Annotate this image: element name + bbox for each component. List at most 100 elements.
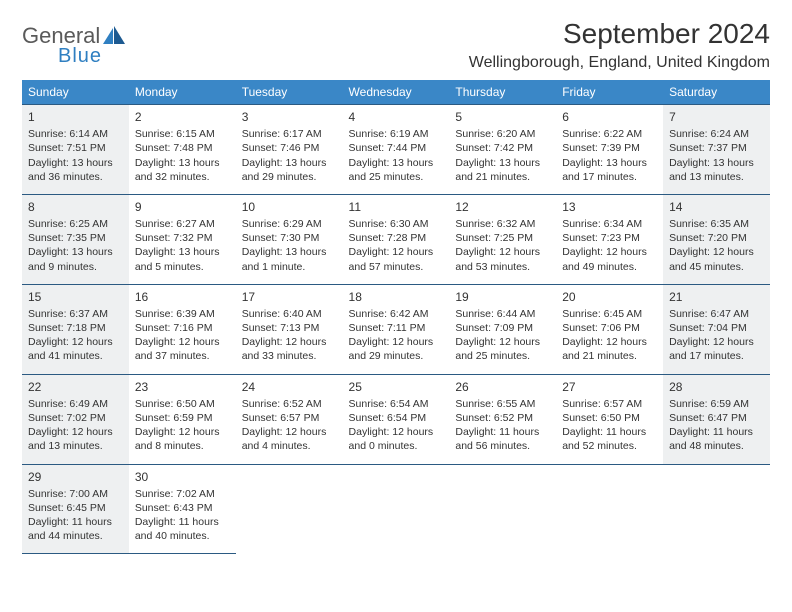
calendar-row: 29Sunrise: 7:00 AMSunset: 6:45 PMDayligh… [22, 464, 770, 554]
day-number: 12 [455, 199, 550, 215]
sunset-line: Sunset: 7:48 PM [135, 141, 230, 155]
sunset-line: Sunset: 7:20 PM [669, 231, 764, 245]
sunset-line: Sunset: 6:43 PM [135, 501, 230, 515]
sunset-line: Sunset: 6:59 PM [135, 411, 230, 425]
sunset-line: Sunset: 6:54 PM [349, 411, 444, 425]
calendar-cell [343, 464, 450, 554]
sunset-line: Sunset: 7:06 PM [562, 321, 657, 335]
sunset-line: Sunset: 7:11 PM [349, 321, 444, 335]
sunset-line: Sunset: 7:37 PM [669, 141, 764, 155]
sunset-line: Sunset: 6:57 PM [242, 411, 337, 425]
calendar-body: 1Sunrise: 6:14 AMSunset: 7:51 PMDaylight… [22, 105, 770, 554]
calendar-cell: 30Sunrise: 7:02 AMSunset: 6:43 PMDayligh… [129, 464, 236, 554]
day-number: 13 [562, 199, 657, 215]
day-number: 3 [242, 109, 337, 125]
daylight-line: Daylight: 13 hours and 1 minute. [242, 245, 337, 273]
header: General Blue September 2024 Wellingborou… [22, 18, 770, 72]
daylight-line: Daylight: 12 hours and 49 minutes. [562, 245, 657, 273]
sunrise-line: Sunrise: 7:02 AM [135, 487, 230, 501]
sunrise-line: Sunrise: 6:55 AM [455, 397, 550, 411]
daylight-line: Daylight: 12 hours and 57 minutes. [349, 245, 444, 273]
sunrise-line: Sunrise: 6:52 AM [242, 397, 337, 411]
daylight-line: Daylight: 13 hours and 5 minutes. [135, 245, 230, 273]
sunset-line: Sunset: 7:09 PM [455, 321, 550, 335]
calendar-cell: 18Sunrise: 6:42 AMSunset: 7:11 PMDayligh… [343, 284, 450, 374]
daylight-line: Daylight: 12 hours and 0 minutes. [349, 425, 444, 453]
calendar-row: 15 Sunrise: 6:37 AMSunset: 7:18 PM Dayligh… [22, 284, 770, 374]
calendar-cell: 3Sunrise: 6:17 AMSunset: 7:46 PMDaylight… [236, 105, 343, 195]
daylight-line: Daylight: 12 hours and 45 minutes. [669, 245, 764, 273]
sunrise-line: Sunrise: 6:22 AM [562, 127, 657, 141]
sunrise-line: Sunrise: 6:29 AM [242, 217, 337, 231]
sunrise-line: Sunrise: 6:54 AM [349, 397, 444, 411]
day-number: 5 [455, 109, 550, 125]
day-number: 25 [349, 379, 444, 395]
daylight-line: Daylight: 13 hours and 36 minutes. [28, 156, 123, 184]
daylight-line: Daylight: 12 hours and 17 minutes. [669, 335, 764, 363]
sunset-line: Sunset: 7:16 PM [135, 321, 230, 335]
weekday-header: Tuesday [236, 80, 343, 105]
day-number: 19 [455, 289, 550, 305]
sunrise-line: Sunrise: 6:50 AM [135, 397, 230, 411]
sunset-line: Sunset: 7:46 PM [242, 141, 337, 155]
day-number: 20 [562, 289, 657, 305]
calendar-row: 8Sunrise: 6:25 AMSunset: 7:35 PMDaylight… [22, 194, 770, 284]
calendar-cell: 6Sunrise: 6:22 AMSunset: 7:39 PMDaylight… [556, 105, 663, 195]
calendar-cell: 27Sunrise: 6:57 AMSunset: 6:50 PMDayligh… [556, 374, 663, 464]
daylight-line: Daylight: 13 hours and 21 minutes. [455, 156, 550, 184]
day-number: 26 [455, 379, 550, 395]
daylight-line: Daylight: 11 hours and 40 minutes. [135, 515, 230, 543]
sunrise-line: Sunrise: 6:19 AM [349, 127, 444, 141]
calendar-cell: 5Sunrise: 6:20 AMSunset: 7:42 PMDaylight… [449, 105, 556, 195]
sunrise-line: Sunrise: 6:32 AM [455, 217, 550, 231]
day-number: 11 [349, 199, 444, 215]
sunset-line: Sunset: 6:52 PM [455, 411, 550, 425]
logo: General Blue [22, 18, 125, 66]
sunset-line: Sunset: 6:50 PM [562, 411, 657, 425]
sunset-line: Sunset: 7:32 PM [135, 231, 230, 245]
calendar-cell [556, 464, 663, 554]
logo-sail-icon [103, 26, 125, 44]
sunset-line: Sunset: 7:23 PM [562, 231, 657, 245]
sunset-line: Sunset: 6:45 PM [28, 501, 123, 515]
day-number: 16 [135, 289, 230, 305]
daylight-line: Daylight: 12 hours and 33 minutes. [242, 335, 337, 363]
sunrise-line: Sunrise: 6:49 AM [28, 397, 123, 411]
daylight-line: Daylight: 12 hours and 29 minutes. [349, 335, 444, 363]
calendar-cell [236, 464, 343, 554]
sunset-line: Sunset: 7:04 PM [669, 321, 764, 335]
calendar-cell: 26Sunrise: 6:55 AMSunset: 6:52 PMDayligh… [449, 374, 556, 464]
sunrise-line: Sunrise: 6:57 AM [562, 397, 657, 411]
sunset-line: Sunset: 7:18 PM [28, 321, 123, 335]
daylight-line: Daylight: 13 hours and 13 minutes. [669, 156, 764, 184]
sunrise-line: Sunrise: 6:34 AM [562, 217, 657, 231]
calendar-cell: 16Sunrise: 6:39 AMSunset: 7:16 PMDayligh… [129, 284, 236, 374]
sunrise-line: Sunrise: 6:20 AM [455, 127, 550, 141]
day-number: 10 [242, 199, 337, 215]
day-number: 15 [28, 289, 123, 305]
sunrise-line: Sunrise: 6:27 AM [135, 217, 230, 231]
calendar-cell: 20Sunrise: 6:45 AMSunset: 7:06 PMDayligh… [556, 284, 663, 374]
day-number: 22 [28, 379, 123, 395]
sunrise-line: Sunrise: 6:37 AM [28, 307, 123, 321]
day-number: 2 [135, 109, 230, 125]
daylight-line: Daylight: 11 hours and 44 minutes. [28, 515, 123, 543]
daylight-line: Daylight: 12 hours and 37 minutes. [135, 335, 230, 363]
calendar-cell: 12Sunrise: 6:32 AMSunset: 7:25 PMDayligh… [449, 194, 556, 284]
daylight-line: Daylight: 13 hours and 32 minutes. [135, 156, 230, 184]
calendar-cell: 28Sunrise: 6:59 AMSunset: 6:47 PMDayligh… [663, 374, 770, 464]
weekday-header: Wednesday [343, 80, 450, 105]
calendar-cell: 29Sunrise: 7:00 AMSunset: 6:45 PMDayligh… [22, 464, 129, 554]
daylight-line: Daylight: 11 hours and 52 minutes. [562, 425, 657, 453]
calendar-cell: 24Sunrise: 6:52 AMSunset: 6:57 PMDayligh… [236, 374, 343, 464]
sunset-line: Sunset: 7:02 PM [28, 411, 123, 425]
calendar-cell: 4Sunrise: 6:19 AMSunset: 7:44 PMDaylight… [343, 105, 450, 195]
calendar-row: 22 Sunrise: 6:49 AMSunset: 7:02 PM Dayligh… [22, 374, 770, 464]
day-number: 24 [242, 379, 337, 395]
calendar-cell: 21Sunrise: 6:47 AMSunset: 7:04 PMDayligh… [663, 284, 770, 374]
calendar-cell: 17Sunrise: 6:40 AMSunset: 7:13 PMDayligh… [236, 284, 343, 374]
calendar-cell: 19Sunrise: 6:44 AMSunset: 7:09 PMDayligh… [449, 284, 556, 374]
sunrise-line: Sunrise: 6:24 AM [669, 127, 764, 141]
weekday-header: Thursday [449, 80, 556, 105]
day-number: 7 [669, 109, 764, 125]
